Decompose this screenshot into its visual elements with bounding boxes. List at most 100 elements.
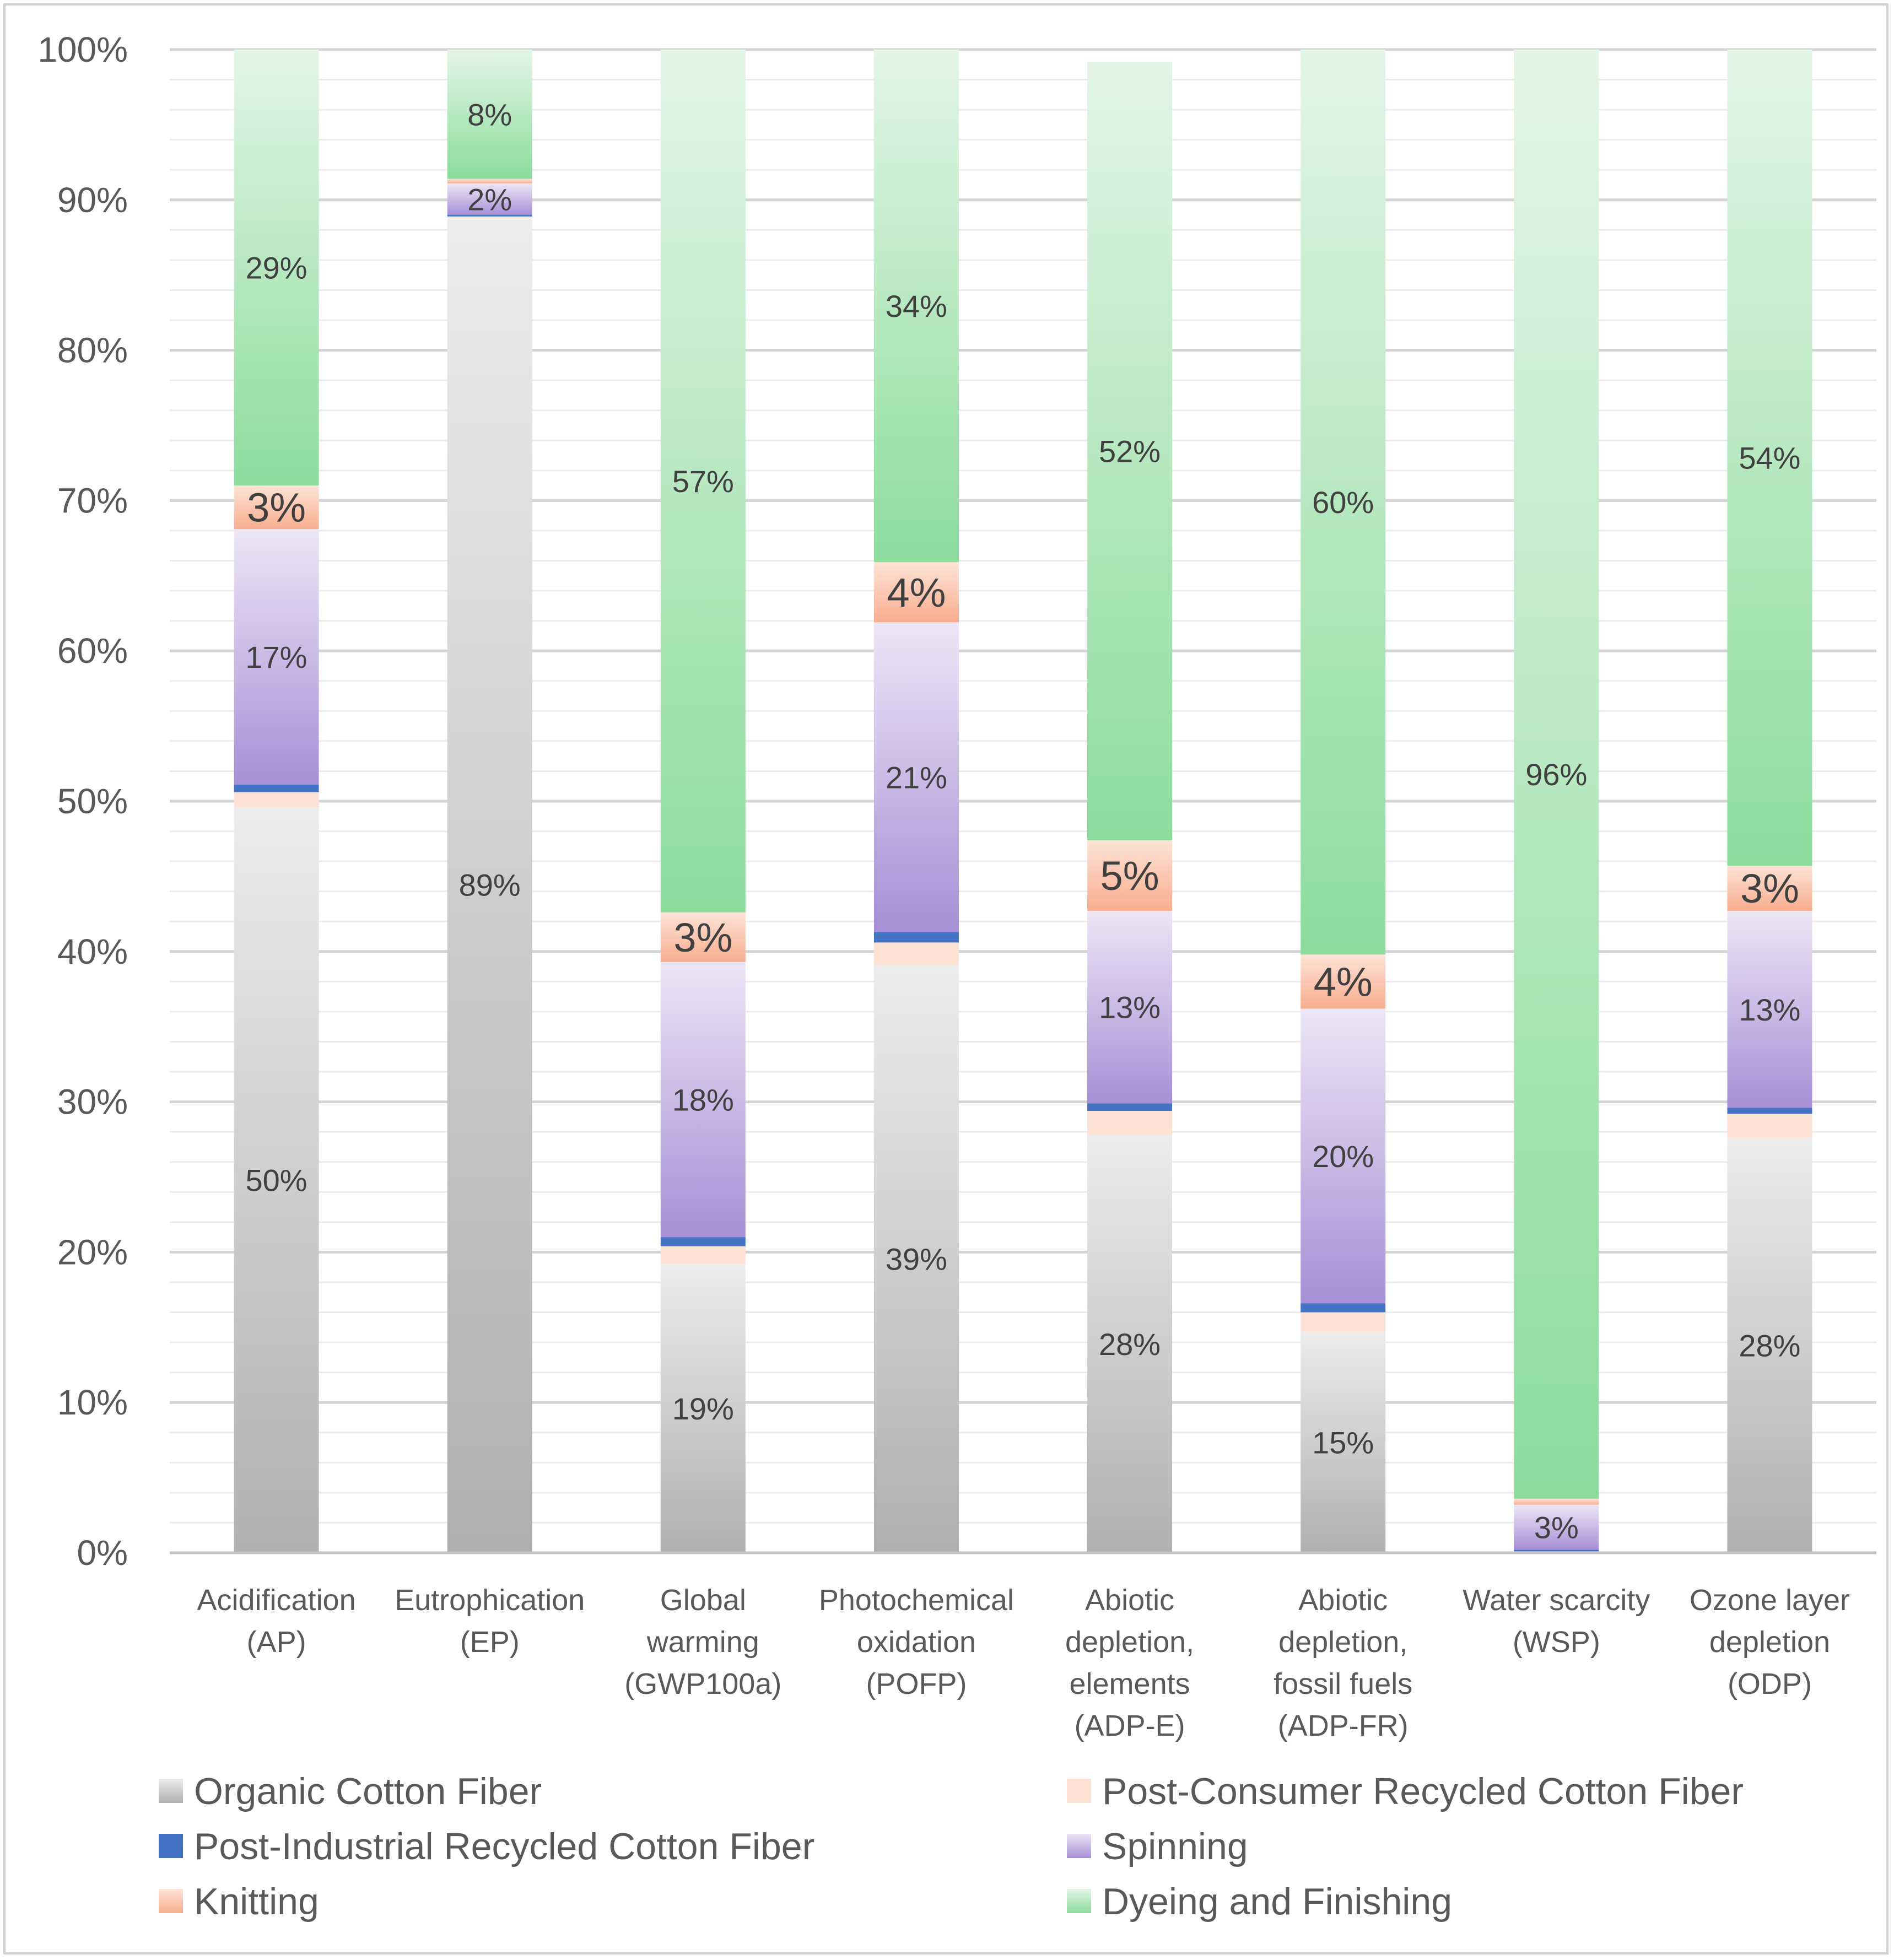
data-label: 60% [1312,485,1374,520]
bar-segment-spinning [873,622,959,932]
bar-segment-post-consumer-recycled-cotton-fiber [873,942,959,965]
legend-swatch [159,1834,183,1858]
grid-lines [170,48,1876,1554]
y-tick-label: 90% [57,180,128,220]
data-label: 28% [1099,1327,1161,1362]
data-label: 28% [1739,1329,1800,1363]
data-label: 13% [1099,990,1161,1025]
legend-label: Dyeing and Finishing [1102,1881,1452,1923]
bar-segment-post-industrial-recycled-cotton-fiber [873,932,959,943]
bar-segment-knitting [1514,1498,1599,1505]
bar-segment-post-industrial-recycled-cotton-fiber [1087,1103,1173,1111]
x-category-label: (GWP100a) [624,1667,781,1700]
bar-segment-spinning [234,529,319,785]
legend-item: Spinning [1067,1826,1248,1867]
legend-item: Organic Cotton Fiber [159,1770,542,1812]
legend-item: Dyeing and Finishing [1067,1881,1452,1923]
bar-segment-post-industrial-recycled-cotton-fiber [1727,1108,1812,1114]
data-label: 50% [246,1163,307,1197]
bar-segment-post-industrial-recycled-cotton-fiber [447,215,532,217]
data-label: 5% [1100,853,1159,899]
bar-segment-post-industrial-recycled-cotton-fiber [234,784,319,792]
bar-segment-organic-cotton-fiber [234,807,319,1553]
bar-segment-dyeing-and-finishing [234,50,319,486]
bar-segment-knitting [1727,866,1812,911]
x-category-label: Photochemical [819,1584,1014,1617]
data-label: 3% [1534,1510,1579,1545]
bar-segment-knitting [1301,954,1386,1009]
bar-segment-spinning [1087,911,1173,1104]
x-category-label: fossil fuels [1274,1667,1412,1700]
bar-segment-post-industrial-recycled-cotton-fiber [1514,1549,1599,1552]
data-label: 19% [672,1391,734,1426]
chart-frame [3,3,1888,1954]
bar-segment-post-consumer-recycled-cotton-fiber [234,792,319,807]
data-label: 18% [672,1083,734,1117]
data-label: 13% [1739,992,1800,1027]
data-label: 39% [886,1242,947,1277]
bar-segment-spinning [447,183,532,215]
x-category-label: depletion, [1278,1626,1407,1659]
bar-segment-organic-cotton-fiber [660,1264,746,1553]
legend-label: Spinning [1102,1826,1248,1867]
x-category-label: (EP) [460,1626,520,1659]
x-category-label: Ozone layer [1690,1584,1850,1617]
bar-segment-dyeing-and-finishing [873,50,959,563]
bar-segment-organic-cotton-fiber [1301,1331,1386,1553]
bar-segment-post-consumer-recycled-cotton-fiber [1301,1312,1386,1332]
x-category-label: Eutrophication [395,1584,585,1617]
y-tick-label: 50% [57,781,128,821]
data-label: 3% [1740,866,1799,911]
x-category-label: (POFP) [866,1667,967,1700]
bar-segment-dyeing-and-finishing [660,50,746,912]
legend-swatch [159,1889,183,1913]
bar-segment-post-consumer-recycled-cotton-fiber [1727,1114,1812,1138]
data-label: 4% [887,570,946,615]
x-category-label: Abiotic [1085,1584,1174,1617]
y-tick-label: 0% [77,1533,128,1573]
legend-label: Post-Industrial Recycled Cotton Fiber [194,1826,814,1867]
y-tick-label: 40% [57,932,128,971]
legend: Organic Cotton Fiber Post-Consumer Recycl… [159,1770,1744,1923]
bar-segment-spinning [660,962,746,1238]
axes: 0% 10% 20% 30% 40% 50% 60% 70% 80% 90% 100% Acidifi… [37,30,1876,1742]
bar-segment-dyeing-and-finishing [1727,50,1812,866]
y-tick-label: 60% [57,631,128,671]
legend-swatch [159,1779,183,1803]
data-label: 52% [1099,434,1161,468]
bar-segment-knitting [660,912,746,962]
data-label: 21% [886,760,947,795]
legend-swatch [1067,1834,1091,1858]
bar-segment-knitting [447,179,532,183]
data-label: 29% [246,251,307,285]
x-category-label: elements [1070,1667,1190,1700]
x-category-label: Acidification [197,1584,355,1617]
y-tick-label: 10% [57,1383,128,1422]
y-tick-label: 100% [37,30,128,69]
data-label: 3% [673,915,732,960]
x-category-label: Water scarcity [1463,1584,1650,1617]
y-tick-label: 20% [57,1232,128,1272]
bar-segment-post-consumer-recycled-cotton-fiber [1087,1110,1173,1135]
x-category-label: Global [660,1584,746,1617]
bar-segment-knitting [234,485,319,530]
bar-segment-dyeing-and-finishing [1087,61,1173,840]
bar-segment-organic-cotton-fiber [1727,1138,1812,1553]
legend-item: Knitting [159,1881,319,1923]
x-category-label: (AP) [247,1626,306,1659]
data-label: 2% [467,182,512,217]
data-label: 17% [246,640,307,674]
x-category-label: depletion, [1065,1626,1194,1659]
bar-segment-post-industrial-recycled-cotton-fiber [1301,1303,1386,1313]
data-label: 3% [247,485,306,531]
data-label: 4% [1314,959,1373,1005]
bar-segment-dyeing-and-finishing [1514,50,1599,1499]
x-category-label: (WSP) [1513,1626,1600,1659]
data-label: 54% [1739,441,1800,476]
bars [234,50,1812,1553]
bar-segment-post-industrial-recycled-cotton-fiber [660,1237,746,1246]
bar-segment-organic-cotton-fiber [447,216,532,1553]
legend-swatch [1067,1889,1091,1913]
legend-item: Post-Consumer Recycled Cotton Fiber [1067,1770,1744,1812]
